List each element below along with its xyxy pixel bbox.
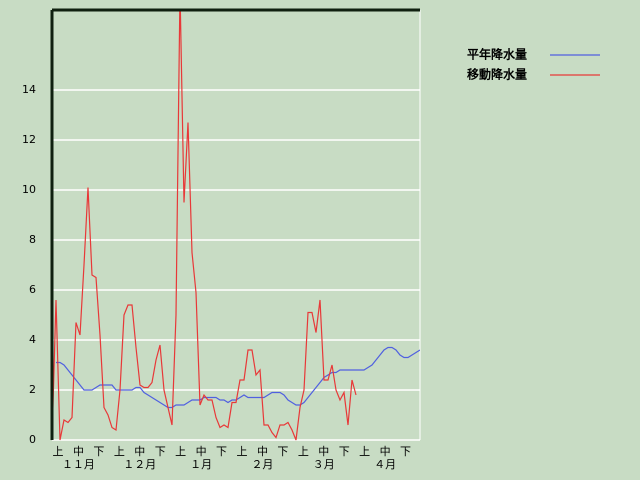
series-line (56, 346, 420, 409)
x-tick-label: 上 (114, 445, 125, 458)
x-tick-label: 中 (134, 445, 145, 458)
y-tick-label: 6 (29, 283, 36, 296)
month-label: １２月 (123, 458, 156, 471)
x-tick-label: 中 (318, 445, 329, 458)
x-tick-label: 下 (277, 445, 288, 458)
y-tick-label: 14 (22, 83, 36, 96)
x-tick-label: 下 (216, 445, 227, 458)
x-tick-label: 上 (359, 445, 370, 458)
x-tick-label: 上 (53, 445, 64, 458)
x-tick-label: 下 (155, 445, 166, 458)
x-tick-label: 中 (380, 445, 391, 458)
legend-label: 平年降水量 (467, 47, 527, 62)
x-tick-label: 上 (237, 445, 248, 458)
y-tick-label: 12 (22, 133, 36, 146)
x-tick-label: 上 (175, 445, 186, 458)
y-tick-label: 4 (29, 333, 36, 346)
y-tick-label: 8 (29, 233, 36, 246)
y-tick-label: 10 (22, 183, 36, 196)
x-tick-label: 上 (298, 445, 309, 458)
month-label: １１月 (62, 458, 95, 471)
x-tick-label: 中 (196, 445, 207, 458)
y-tick-label: 0 (29, 433, 36, 446)
x-tick-label: 中 (257, 445, 268, 458)
x-tick-label: 下 (400, 445, 411, 458)
x-tick-label: 中 (73, 445, 84, 458)
month-label: ３月 (313, 458, 335, 471)
series-line (52, 10, 357, 441)
month-label: ２月 (251, 458, 273, 471)
month-label: ４月 (374, 458, 396, 471)
x-tick-label: 下 (339, 445, 350, 458)
legend-label: 移動降水量 (467, 67, 527, 82)
x-tick-label: 下 (93, 445, 104, 458)
y-tick-label: 2 (29, 383, 36, 396)
month-label: １月 (190, 458, 212, 471)
plot (52, 10, 420, 441)
